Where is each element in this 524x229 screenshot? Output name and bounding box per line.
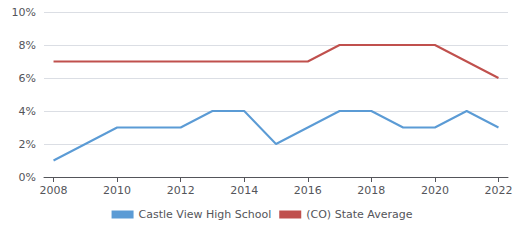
svg-text:(CO) State Average: (CO) State Average (306, 208, 412, 221)
svg-text:2010: 2010 (103, 184, 131, 197)
svg-text:2016: 2016 (294, 184, 322, 197)
svg-text:2014: 2014 (230, 184, 258, 197)
svg-text:6%: 6% (19, 72, 36, 85)
svg-text:2018: 2018 (357, 184, 385, 197)
svg-text:2020: 2020 (421, 184, 449, 197)
svg-text:Castle View High School: Castle View High School (139, 208, 272, 221)
svg-text:2008: 2008 (40, 184, 68, 197)
svg-text:10%: 10% (12, 6, 36, 19)
svg-text:2%: 2% (19, 138, 36, 151)
svg-text:2012: 2012 (167, 184, 195, 197)
svg-text:2022: 2022 (484, 184, 512, 197)
svg-text:0%: 0% (19, 171, 36, 184)
svg-text:8%: 8% (19, 39, 36, 52)
svg-text:4%: 4% (19, 105, 36, 118)
